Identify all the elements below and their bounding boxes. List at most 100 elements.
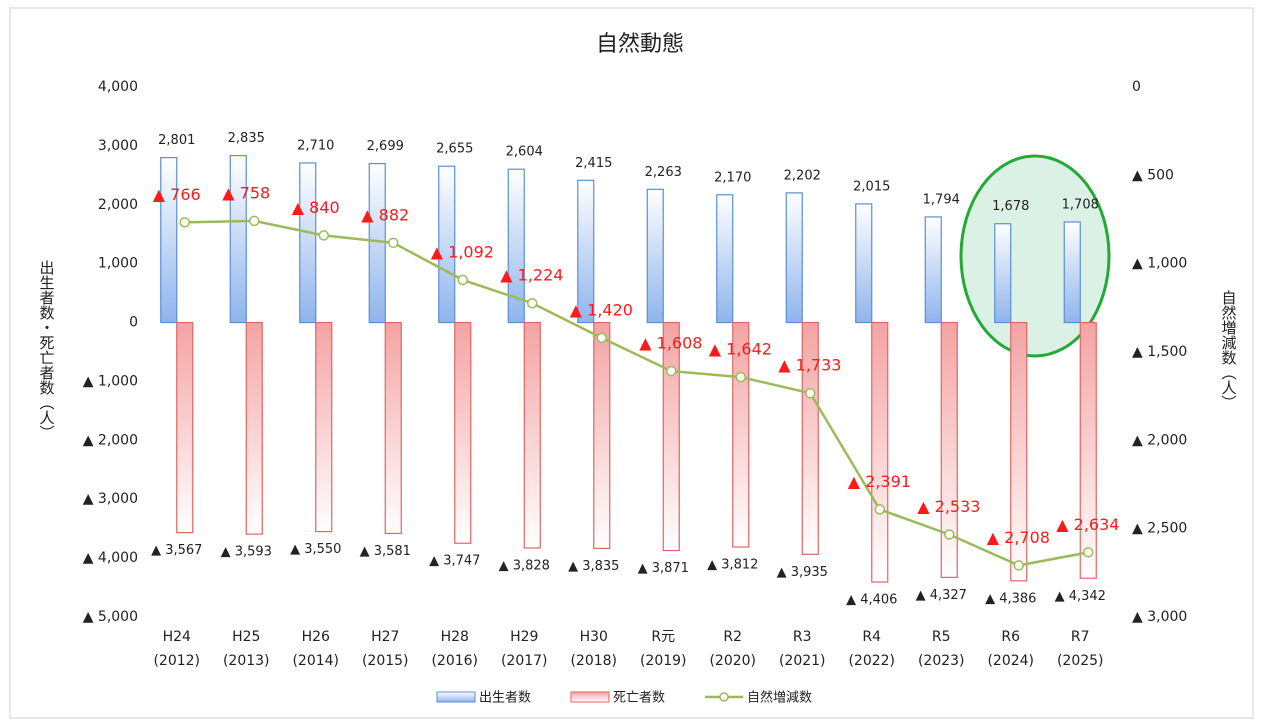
data-label: ▲ 2,391 [848,472,911,491]
x-tick-sublabel: (2022) [848,653,895,669]
bar [245,321,263,535]
legend-label: 出生者数 [479,691,531,706]
line-marker [249,215,260,227]
data-label: ▲ 3,593 [221,545,272,560]
bar [855,203,873,324]
data-label: ▲ 4,327 [916,588,967,603]
bar [315,321,333,533]
x-tick-label: R3 [793,629,812,645]
data-label: ▲ 1,608 [639,334,702,353]
data-label: ▲ 3,871 [638,561,689,576]
line-marker [527,297,538,309]
x-tick-sublabel: (2012) [153,653,200,669]
bar [384,321,402,535]
bar [1010,321,1028,582]
data-label: ▲ 882 [361,205,409,224]
bar [438,165,456,324]
y-tick-label: 1,000 [98,256,138,272]
bar [577,179,595,324]
data-label: ▲ 2,533 [917,497,980,516]
bar [593,321,611,549]
x-tick-label: H24 [163,629,191,645]
bar [801,321,819,555]
data-label: ▲ 1,092 [431,242,494,261]
x-tick-label: H25 [232,629,260,645]
y-tick-label: ▲ 5,000 [83,609,138,625]
data-label: ▲ 4,386 [985,591,1036,606]
x-tick-label: H28 [441,629,469,645]
x-tick-sublabel: (2016) [431,653,478,669]
line-marker [1013,560,1024,571]
bar [785,192,803,324]
bar [160,157,178,324]
bar [229,155,247,324]
line [184,219,1089,567]
y2-tick-label: ▲ 2,000 [1132,432,1187,448]
y2-tick-label: ▲ 1,000 [1132,256,1187,272]
line-marker [596,332,607,344]
data-label: 2,655 [436,142,473,157]
y-tick-label: 4,000 [98,79,138,95]
x-tick-label: R2 [723,629,742,645]
data-label: 2,015 [853,179,890,194]
data-label: ▲ 3,567 [151,543,202,558]
x-tick-sublabel: (2017) [501,653,548,669]
data-label: ▲ 3,581 [360,544,411,559]
x-tick-sublabel: (2013) [223,653,270,669]
data-label: ▲ 2,708 [987,528,1050,547]
data-label: 2,699 [367,139,404,154]
data-label: 2,202 [784,168,821,183]
y2-tick-label: ▲ 3,000 [1132,609,1187,625]
y-tick-label: 0 [129,315,138,331]
bar [940,321,958,578]
data-label: 2,415 [575,156,612,171]
line-marker [666,365,677,377]
x-tick-label: R7 [1071,629,1090,645]
y-tick-label: 3,000 [98,138,138,154]
y-axis-title: 出生者数・死亡者数（人） [38,260,56,440]
data-label: 2,263 [645,165,682,180]
bar [507,168,525,324]
line-marker [735,371,746,383]
line-marker [457,274,468,286]
x-tick-label: R元 [651,629,675,645]
y2-tick-label: ▲ 500 [1132,167,1174,183]
x-tick-sublabel: (2015) [362,653,409,669]
data-label: ▲ 3,747 [429,554,480,569]
data-label: ▲ 3,550 [290,542,341,557]
data-label: ▲ 4,342 [1055,589,1106,604]
data-label: 2,710 [297,138,334,153]
legend-label: 死亡者数 [613,691,665,706]
bar [871,321,889,583]
data-label: 1,678 [992,199,1029,214]
x-tick-sublabel: (2014) [292,653,339,669]
x-tick-sublabel: (2025) [1057,653,1104,669]
chart-title: 自然動態 [596,32,684,57]
bar [176,321,194,534]
x-tick-sublabel: (2020) [709,653,756,669]
data-label: 2,835 [228,131,265,146]
line-marker [318,230,329,241]
y2-tick-label: ▲ 2,500 [1132,521,1187,537]
x-tick-sublabel: (2019) [640,653,687,669]
y2-axis-title: 自然増減数（人） [1220,290,1238,410]
data-label: 2,170 [714,170,751,185]
x-tick-sublabel: (2023) [918,653,965,669]
y2-tick-label: 0 [1132,79,1141,95]
line-marker [1083,547,1094,558]
bar [368,163,386,324]
line-marker [805,387,816,399]
data-label: 2,604 [506,145,543,160]
data-label: ▲ 3,812 [707,558,758,573]
x-tick-label: R5 [932,629,951,645]
x-tick-label: H29 [510,629,538,645]
legend-label: 自然増減数 [747,690,812,706]
legend-swatch [436,691,476,703]
bar [523,321,541,549]
data-label: ▲ 4,406 [846,593,897,608]
line-marker [179,217,190,228]
data-label: 2,801 [158,133,195,148]
data-label: ▲ 1,733 [778,356,841,375]
bar [1079,321,1097,579]
y2-tick-label: ▲ 1,500 [1132,344,1187,360]
